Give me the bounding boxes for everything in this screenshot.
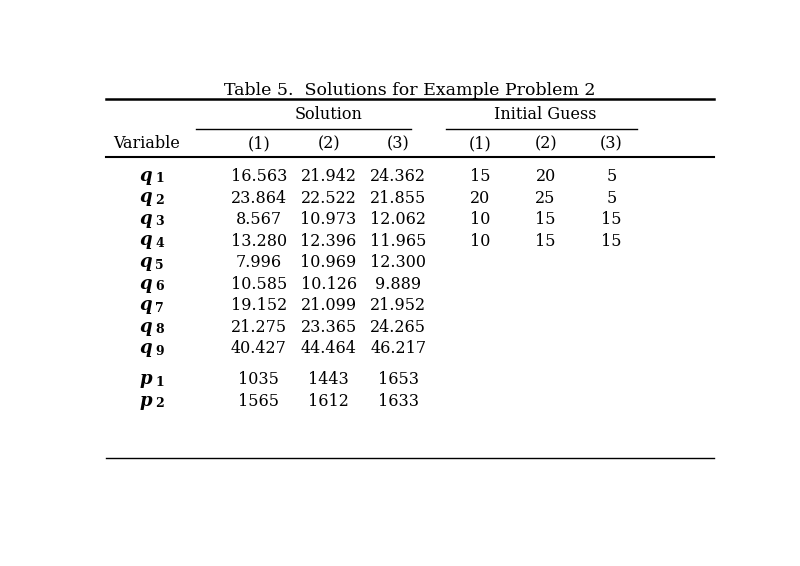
Text: 16.563: 16.563 [230, 168, 287, 185]
Text: p: p [139, 370, 152, 388]
Text: 21.275: 21.275 [231, 319, 287, 336]
Text: 10.126: 10.126 [301, 276, 357, 293]
Text: 40.427: 40.427 [231, 341, 287, 358]
Text: (1): (1) [468, 135, 491, 152]
Text: 24.362: 24.362 [370, 168, 426, 185]
Text: q: q [139, 296, 152, 314]
Text: 10: 10 [470, 233, 490, 250]
Text: 8: 8 [155, 323, 164, 336]
Text: q: q [139, 188, 152, 206]
Text: 22.522: 22.522 [301, 190, 357, 207]
Text: 21.099: 21.099 [301, 297, 357, 314]
Text: q: q [139, 167, 152, 185]
Text: (1): (1) [247, 135, 270, 152]
Text: 15: 15 [602, 211, 622, 228]
Text: 2: 2 [155, 397, 164, 410]
Text: q: q [139, 339, 152, 357]
Text: (3): (3) [387, 135, 410, 152]
Text: 7: 7 [155, 302, 164, 315]
Text: 21.942: 21.942 [301, 168, 357, 185]
Text: 6: 6 [155, 280, 164, 293]
Text: 10.585: 10.585 [230, 276, 287, 293]
Text: 1: 1 [155, 172, 164, 185]
Text: p: p [139, 392, 152, 410]
Text: 44.464: 44.464 [301, 341, 357, 358]
Text: 1653: 1653 [378, 371, 419, 388]
Text: 10: 10 [470, 211, 490, 228]
Text: 15: 15 [535, 233, 556, 250]
Text: 2: 2 [155, 194, 164, 207]
Text: 15: 15 [602, 233, 622, 250]
Text: 12.062: 12.062 [370, 211, 426, 228]
Text: 23.365: 23.365 [301, 319, 357, 336]
Text: 3: 3 [155, 216, 164, 229]
Text: 11.965: 11.965 [370, 233, 426, 250]
Text: 1633: 1633 [378, 393, 419, 410]
Text: Solution: Solution [294, 106, 362, 123]
Text: (2): (2) [318, 135, 340, 152]
Text: 9.889: 9.889 [375, 276, 422, 293]
Text: 19.152: 19.152 [230, 297, 287, 314]
Text: 15: 15 [470, 168, 490, 185]
Text: 5: 5 [606, 168, 617, 185]
Text: 24.265: 24.265 [370, 319, 426, 336]
Text: (3): (3) [600, 135, 623, 152]
Text: Table 5.  Solutions for Example Problem 2: Table 5. Solutions for Example Problem 2 [224, 82, 596, 99]
Text: q: q [139, 210, 152, 228]
Text: q: q [139, 231, 152, 250]
Text: 1612: 1612 [308, 393, 349, 410]
Text: 1: 1 [155, 376, 164, 389]
Text: 12.300: 12.300 [370, 254, 426, 271]
Text: 4: 4 [155, 237, 164, 250]
Text: 9: 9 [155, 345, 164, 358]
Text: 8.567: 8.567 [236, 211, 282, 228]
Text: 5: 5 [155, 259, 164, 272]
Text: 1565: 1565 [238, 393, 279, 410]
Text: 5: 5 [606, 190, 617, 207]
Text: 10.969: 10.969 [301, 254, 357, 271]
Text: 1035: 1035 [238, 371, 279, 388]
Text: Initial Guess: Initial Guess [494, 106, 597, 123]
Text: 20: 20 [535, 168, 556, 185]
Text: 1443: 1443 [308, 371, 349, 388]
Text: 46.217: 46.217 [370, 341, 426, 358]
Text: Variable: Variable [113, 135, 180, 152]
Text: 12.396: 12.396 [301, 233, 357, 250]
Text: q: q [139, 318, 152, 336]
Text: 7.996: 7.996 [236, 254, 282, 271]
Text: 20: 20 [470, 190, 490, 207]
Text: 10.973: 10.973 [301, 211, 357, 228]
Text: q: q [139, 253, 152, 271]
Text: 21.855: 21.855 [370, 190, 426, 207]
Text: (2): (2) [534, 135, 557, 152]
Text: 13.280: 13.280 [231, 233, 287, 250]
Text: 15: 15 [535, 211, 556, 228]
Text: 23.864: 23.864 [231, 190, 287, 207]
Text: 21.952: 21.952 [370, 297, 426, 314]
Text: q: q [139, 275, 152, 293]
Text: 25: 25 [535, 190, 556, 207]
